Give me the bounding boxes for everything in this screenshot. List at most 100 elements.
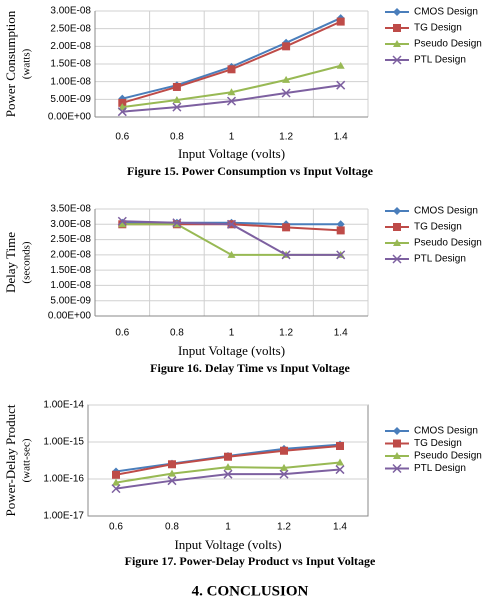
x-tick-label: 0.6 bbox=[115, 132, 129, 143]
y-tick-label: 1.00E-08 bbox=[50, 280, 91, 291]
marker bbox=[224, 463, 232, 471]
x-tick-label: 1.2 bbox=[277, 522, 291, 533]
y-tick-label: 1.00E-08 bbox=[50, 76, 91, 87]
marker bbox=[172, 82, 181, 91]
y-tick-label: 2.50E-08 bbox=[50, 234, 91, 245]
marker bbox=[335, 465, 345, 475]
marker bbox=[282, 223, 291, 232]
legend-label: TG Design bbox=[414, 222, 462, 233]
y-axis-label: Delay Time bbox=[3, 232, 18, 293]
legend-marker bbox=[392, 254, 402, 264]
x-tick-label: 1.4 bbox=[334, 132, 348, 143]
marker bbox=[111, 484, 121, 494]
marker bbox=[118, 220, 127, 228]
legend-marker bbox=[393, 40, 401, 47]
figure-caption: Figure 16. Delay Time vs Input Voltage bbox=[150, 361, 350, 375]
marker bbox=[118, 98, 127, 107]
legend-label: TG Design bbox=[414, 438, 462, 449]
marker bbox=[227, 65, 236, 74]
y-tick-label: 3.50E-08 bbox=[50, 204, 91, 215]
y-tick-label: 2.50E-08 bbox=[50, 23, 91, 34]
marker bbox=[172, 96, 181, 104]
marker bbox=[227, 250, 236, 258]
x-axis-label: Input Voltage (volts) bbox=[174, 537, 281, 552]
x-tick-label: 1.2 bbox=[279, 132, 293, 143]
marker bbox=[336, 226, 345, 235]
legend-marker bbox=[392, 463, 402, 474]
marker bbox=[336, 250, 346, 260]
x-tick-label: 0.8 bbox=[170, 328, 184, 339]
figure-caption: Figure 17. Power-Delay Product vs Input … bbox=[125, 554, 376, 568]
legend-label: PTL Design bbox=[414, 254, 466, 265]
marker bbox=[226, 96, 237, 106]
marker bbox=[281, 250, 291, 260]
legend-label: PTL Design bbox=[414, 463, 466, 474]
legend-marker bbox=[393, 452, 401, 459]
marker bbox=[282, 42, 291, 51]
marker bbox=[117, 216, 127, 226]
x-tick-label: 0.8 bbox=[170, 132, 184, 143]
marker bbox=[172, 102, 182, 112]
y-axis-label: (watt-sec) bbox=[21, 438, 33, 482]
y-tick-label: 2.00E-08 bbox=[50, 249, 91, 260]
legend-label: PTL Design bbox=[414, 55, 466, 66]
marker bbox=[336, 17, 345, 26]
marker bbox=[172, 218, 182, 228]
marker bbox=[279, 469, 289, 479]
marker bbox=[280, 446, 288, 455]
y-axis-label: Power-Delay Product bbox=[3, 404, 18, 516]
legend-label: CMOS Design bbox=[414, 206, 478, 217]
marker bbox=[118, 103, 127, 111]
x-axis-label: Input Voltage (volts) bbox=[178, 343, 285, 358]
legend-label: Pseudo Design bbox=[414, 451, 482, 462]
marker bbox=[281, 88, 291, 98]
marker bbox=[112, 470, 120, 479]
y-tick-label: 1.00E-15 bbox=[43, 437, 84, 448]
x-tick-label: 1.4 bbox=[333, 522, 347, 533]
marker bbox=[282, 75, 291, 83]
marker bbox=[227, 88, 236, 96]
legend-marker bbox=[393, 439, 401, 448]
y-tick-label: 0.00E+00 bbox=[48, 112, 92, 123]
x-tick-label: 1 bbox=[229, 132, 235, 143]
x-tick-label: 1 bbox=[225, 522, 231, 533]
marker bbox=[168, 460, 176, 469]
marker bbox=[336, 441, 344, 450]
legend-marker bbox=[393, 239, 401, 246]
marker bbox=[112, 478, 120, 486]
y-tick-label: 1.00E-17 bbox=[43, 511, 84, 522]
x-tick-label: 1.4 bbox=[334, 328, 348, 339]
marker bbox=[167, 476, 177, 486]
marker bbox=[168, 469, 176, 477]
y-tick-label: 1.50E-08 bbox=[50, 265, 91, 276]
figure-caption: Figure 15. Power Consumption vs Input Vo… bbox=[127, 164, 374, 178]
legend-marker bbox=[393, 8, 401, 16]
legend-label: TG Design bbox=[414, 23, 462, 34]
x-tick-label: 1.2 bbox=[279, 328, 293, 339]
y-axis-label: (watts) bbox=[21, 48, 33, 79]
marker bbox=[224, 452, 232, 461]
legend-marker bbox=[393, 223, 401, 231]
legend-marker bbox=[393, 427, 401, 435]
y-tick-label: 1.00E-16 bbox=[43, 474, 84, 485]
y-tick-label: 5.00E-09 bbox=[50, 295, 91, 306]
x-axis-label: Input Voltage (volts) bbox=[178, 146, 285, 161]
marker bbox=[280, 463, 288, 471]
y-axis-label: Power Consumption bbox=[3, 10, 18, 117]
marker bbox=[336, 220, 345, 229]
x-tick-label: 0.6 bbox=[115, 328, 129, 339]
x-tick-label: 0.8 bbox=[165, 522, 179, 533]
legend-label: CMOS Design bbox=[414, 7, 478, 18]
y-tick-label: 1.50E-08 bbox=[50, 59, 91, 70]
legend-marker bbox=[393, 207, 401, 215]
y-tick-label: 1.00E-14 bbox=[43, 400, 84, 411]
marker bbox=[336, 80, 346, 90]
y-tick-label: 2.00E-08 bbox=[50, 41, 91, 52]
legend-marker bbox=[393, 24, 401, 32]
marker bbox=[336, 61, 345, 69]
y-tick-label: 3.00E-08 bbox=[50, 6, 91, 17]
marker bbox=[336, 458, 344, 466]
y-tick-label: 0.00E+00 bbox=[48, 311, 92, 322]
series-line bbox=[122, 17, 342, 100]
